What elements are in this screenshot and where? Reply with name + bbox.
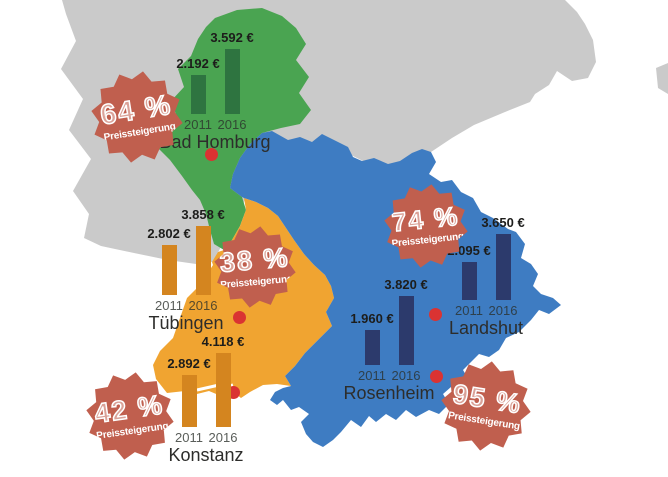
city-label-landshut: Landshut <box>448 318 524 338</box>
year-label-2011: 2011 <box>175 430 203 445</box>
price-label-2016: 3.858 € <box>181 207 225 223</box>
year-label-2016: 2016 <box>391 368 421 383</box>
year-label-2016: 2016 <box>188 298 218 313</box>
marker-tuebingen <box>233 311 246 324</box>
price-label-2011: 2.802 € <box>147 226 191 242</box>
bar-2016 <box>195 226 211 295</box>
bar-2016 <box>398 296 414 365</box>
year-label-2011: 2011 <box>155 298 183 313</box>
marker-rosenheim <box>430 370 443 383</box>
city-label-tuebingen: Tübingen <box>148 313 224 333</box>
bar-2011 <box>161 245 177 295</box>
marker-landshut <box>429 308 442 321</box>
price-label-2016: 3.650 € <box>481 215 525 231</box>
increase-pct-label: 74 % <box>389 200 461 238</box>
price-label-2011: 2.892 € <box>167 356 211 372</box>
price-label-2011: 1.960 € <box>350 311 394 327</box>
price-label-2011: 2.192 € <box>176 56 220 72</box>
year-label-2016: 2016 <box>217 117 247 132</box>
year-label-2011: 2011 <box>455 303 483 318</box>
price-label-2016: 3.592 € <box>210 30 254 46</box>
region-bayern <box>230 131 561 447</box>
bar-2016 <box>495 234 511 300</box>
year-label-2016: 2016 <box>488 303 518 318</box>
city-label-konstanz: Konstanz <box>168 445 244 465</box>
bar-2016 <box>215 353 231 427</box>
bar-2016 <box>224 49 240 114</box>
bar-2011 <box>364 330 380 365</box>
city-label-rosenheim: Rosenheim <box>343 383 435 403</box>
bar-2011 <box>461 262 477 300</box>
region-germany-east-fragment <box>656 63 668 94</box>
bar-2011 <box>190 75 206 114</box>
increase-pct-label: 38 % <box>218 241 291 278</box>
year-label-2016: 2016 <box>208 430 238 445</box>
price-label-2016: 3.820 € <box>384 277 428 293</box>
city-label-bad-homburg: Bad Homburg <box>159 132 271 152</box>
year-label-2011: 2011 <box>184 117 212 132</box>
price-label-2016: 4.118 € <box>201 334 245 350</box>
year-label-2011: 2011 <box>358 368 386 383</box>
bar-2011 <box>181 375 197 427</box>
marker-bad-homburg <box>205 148 218 161</box>
region-hessen <box>156 8 311 250</box>
